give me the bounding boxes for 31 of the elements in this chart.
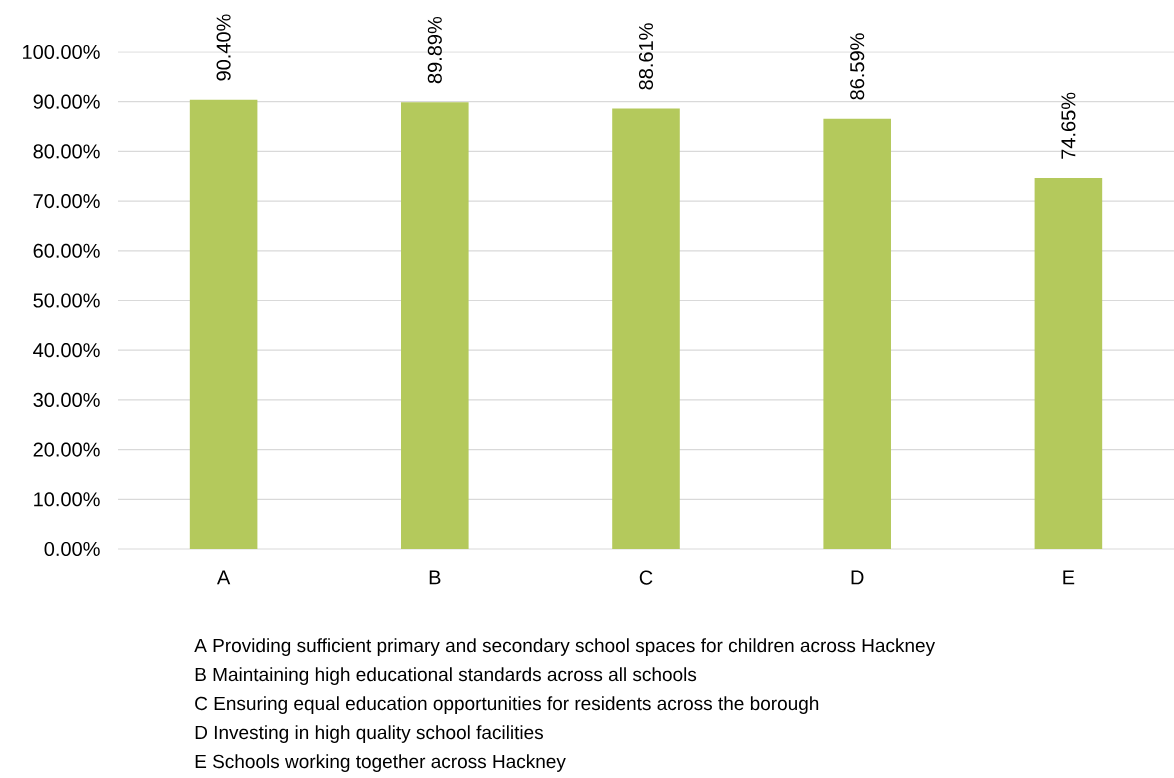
bar bbox=[612, 108, 680, 549]
y-tick-label: 40.00% bbox=[33, 343, 100, 358]
y-tick-label: 0.00% bbox=[44, 541, 100, 557]
bar bbox=[401, 102, 469, 549]
y-tick-label: 20.00% bbox=[33, 442, 100, 457]
data-label: 88.61% bbox=[638, 23, 654, 90]
y-tick-label: 90.00% bbox=[33, 94, 100, 109]
x-tick-label: D bbox=[851, 570, 864, 585]
x-tick-label: B bbox=[429, 570, 441, 585]
y-tick-label: 30.00% bbox=[33, 392, 100, 407]
y-tick-label: 100.00% bbox=[23, 44, 100, 60]
text: A Providing sufficient primary and secondary school spaces for children across Hackney bbox=[194, 638, 936, 656]
x-tick-label: A bbox=[216, 570, 231, 585]
bar bbox=[189, 99, 258, 549]
data-label: 89.89% bbox=[427, 16, 442, 84]
bar bbox=[823, 118, 891, 549]
y-tick-label: 60.00% bbox=[33, 243, 100, 258]
x-tick-label: C bbox=[639, 570, 653, 585]
data-label: 90.40% bbox=[216, 14, 231, 81]
data-label: 74.65% bbox=[1061, 92, 1076, 159]
text: E Schools working together across Hackney bbox=[195, 754, 566, 772]
data-label: 86.59% bbox=[850, 33, 865, 100]
y-tick-label: 80.00% bbox=[33, 144, 100, 159]
y-tick-label: 50.00% bbox=[33, 293, 100, 308]
text: C Ensuring equal education opportunities for residents across the borough bbox=[195, 696, 819, 714]
text: D Investing in high quality school facilities bbox=[195, 725, 544, 743]
text: B Maintaining high educational standards across all schools bbox=[195, 667, 697, 685]
x-tick-label: E bbox=[1063, 570, 1075, 585]
y-tick-label: 70.00% bbox=[33, 194, 100, 209]
y-tick-label: 10.00% bbox=[34, 492, 100, 507]
bar bbox=[1034, 177, 1103, 549]
